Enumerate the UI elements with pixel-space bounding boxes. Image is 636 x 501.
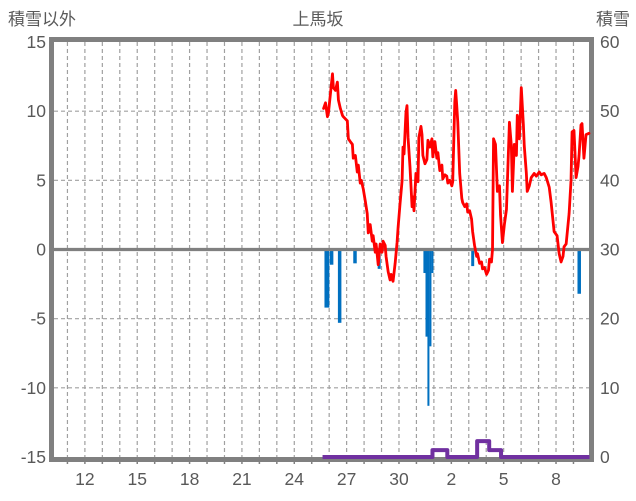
left-axis-tick-label: 0 [36, 240, 46, 260]
right-axis-tick-label: 10 [600, 378, 620, 398]
left-axis-tick-label: -10 [21, 378, 47, 398]
blue-bars-left-axis [337, 249, 342, 323]
right-axis-tick-label: 0 [600, 447, 610, 467]
blue-bars-left-axis [353, 249, 357, 264]
blue-bars-left-axis [425, 249, 428, 337]
plot-frame [49, 37, 594, 462]
left-axis-tick-label: -15 [21, 447, 46, 467]
left-axis-tick-label: -5 [30, 309, 46, 329]
x-axis-tick-label: 18 [180, 469, 199, 489]
x-axis-tick-label: 27 [337, 469, 356, 489]
right-axis-tick-label: 30 [600, 240, 620, 260]
right-axis-tick-label: 60 [600, 32, 620, 52]
red-line-left-axis [322, 72, 591, 283]
blue-bars-left-axis [427, 249, 430, 406]
chart-title: 上馬坂 [292, 10, 344, 29]
right-axis-title: 積雪 [596, 10, 630, 29]
x-axis-tick-label: 15 [127, 469, 146, 489]
blue-bars-left-axis [429, 249, 432, 347]
blue-bars-left-axis [431, 249, 434, 274]
blue-bars-left-axis [324, 249, 330, 308]
blue-bars-left-axis [471, 249, 475, 267]
right-axis-tick-label: 20 [600, 309, 620, 329]
left-axis-tick-label: 15 [27, 32, 46, 52]
x-axis-tick-label: 12 [75, 469, 94, 489]
left-axis-tick-label: 10 [27, 101, 47, 121]
left-axis-title: 積雪以外 [8, 10, 76, 29]
purple-step-line-right-axis [322, 439, 590, 459]
x-axis-tick-label: 21 [232, 469, 251, 489]
x-axis-tick-label: 2 [446, 469, 456, 489]
blue-bars-left-axis [577, 249, 581, 294]
right-axis-tick-label: 40 [600, 170, 620, 190]
blue-bars-left-axis [329, 249, 334, 265]
x-axis-tick-label: 24 [285, 469, 305, 489]
right-axis-tick-label: 50 [600, 101, 620, 121]
x-axis-tick-label: 5 [499, 469, 509, 489]
x-axis-tick-label: 8 [551, 469, 561, 489]
left-axis-tick-label: 5 [36, 170, 46, 190]
blue-bars-left-axis [423, 249, 426, 274]
x-axis-tick-label: 30 [389, 469, 409, 489]
